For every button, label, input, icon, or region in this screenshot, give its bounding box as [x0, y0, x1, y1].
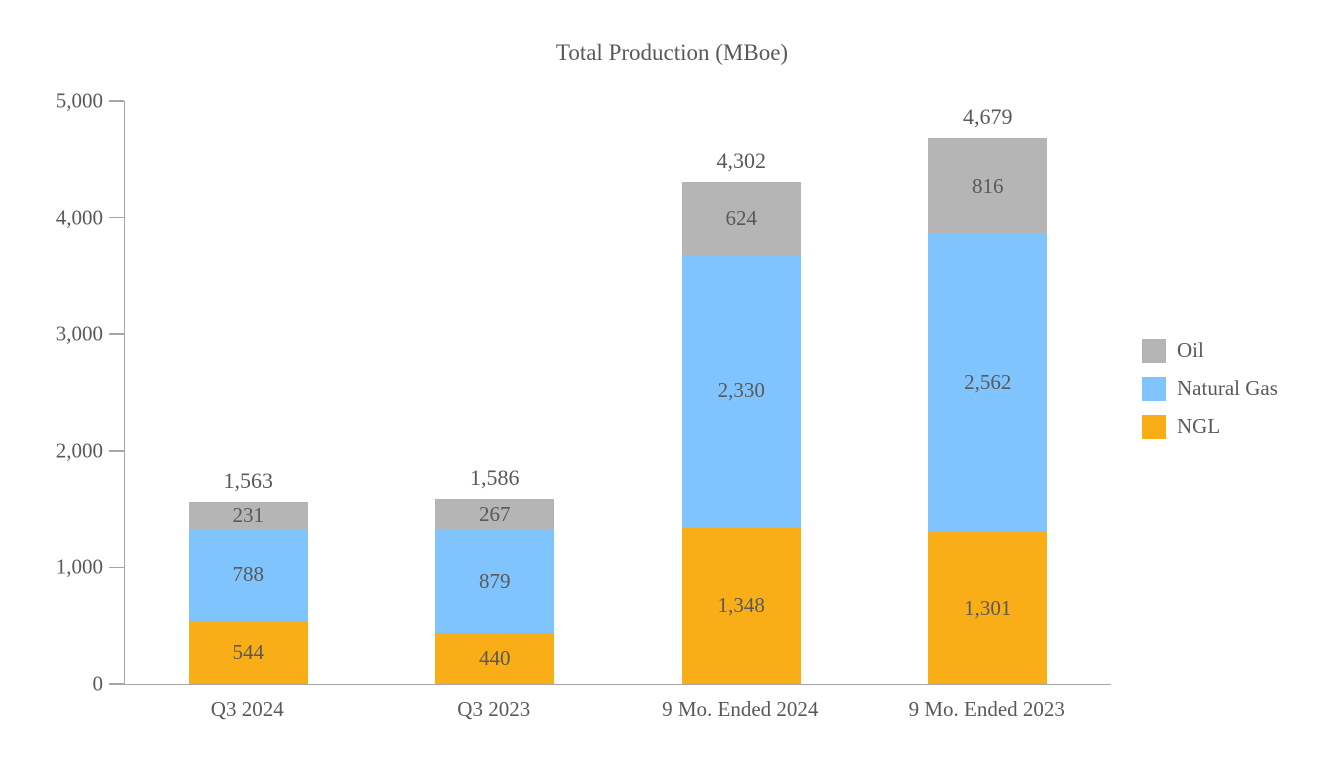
legend-item-oil: Oil [1142, 338, 1278, 363]
legend-label: NGL [1177, 414, 1221, 438]
legend: Oil Natural Gas NGL [1142, 338, 1278, 452]
y-axis-tick-label: 5,000 [55, 88, 103, 113]
bar-segment-ngl: 440 [435, 632, 555, 684]
bar-segment-oil: 231 [188, 501, 308, 529]
x-axis-category-label: 9 Mo. Ended 2023 [908, 697, 1065, 721]
y-axis-tick-label: 3,000 [55, 321, 103, 346]
y-axis-tick [108, 683, 124, 685]
bar-total-label: 1,563 [223, 467, 274, 493]
legend-item-ngl: NGL [1142, 414, 1278, 439]
bar-segment-oil: 267 [435, 499, 555, 531]
y-axis-tick [108, 100, 124, 102]
legend-swatch-ngl [1142, 414, 1166, 439]
x-axis-labels: Q3 2024 Q3 2023 9 Mo. Ended 2024 9 Mo. Ende… [124, 697, 1110, 727]
chart-title: Total Production (MBoe) [555, 40, 789, 65]
legend-label: Oil [1177, 338, 1204, 362]
legend-label: Natural Gas [1177, 376, 1278, 400]
y-axis-labels: 5,000 4,000 3,000 2,000 1,000 0 [0, 89, 103, 696]
bar-segment-ngl: 1,301 [928, 532, 1048, 684]
bar-segment-value: 440 [479, 645, 511, 670]
y-axis-tick [108, 216, 124, 219]
bar-segment-value: 1,301 [964, 595, 1012, 620]
bar-segment-value: 231 [232, 502, 265, 527]
bar-segment-ngl: 1,348 [681, 526, 801, 684]
y-axis-tick-label: 0 [92, 671, 104, 696]
bar-segment-value: 788 [232, 562, 265, 587]
bar-segment-value: 816 [972, 173, 1004, 198]
y-axis-tick [108, 450, 124, 452]
bar-segment-value: 544 [232, 639, 265, 664]
bar-total-label: 4,302 [716, 148, 767, 174]
x-axis-category-label: Q3 2023 [457, 697, 531, 721]
bar-segment-natural-gas: 788 [188, 528, 308, 621]
y-axis-tick [108, 566, 124, 569]
bar-segment-value: 624 [725, 206, 758, 231]
y-axis-tick-label: 2,000 [55, 438, 103, 463]
bar-segment-value: 267 [479, 502, 511, 527]
bar-segment-value: 2,330 [717, 378, 765, 403]
bar-segment-value: 2,562 [964, 370, 1012, 395]
y-axis-tick-label: 4,000 [55, 205, 103, 230]
y-axis-tick [108, 333, 124, 335]
bar-segment-value: 879 [479, 568, 511, 593]
bar-segment-oil: 816 [928, 138, 1048, 234]
legend-item-natural-gas: Natural Gas [1142, 376, 1278, 401]
bar-total-label: 1,586 [470, 465, 520, 491]
x-axis-category-label: 9 Mo. Ended 2024 [662, 697, 819, 721]
bar-segment-natural-gas: 2,562 [928, 233, 1048, 533]
bar-segment-oil: 624 [681, 182, 801, 256]
x-axis-category-label: Q3 2024 [210, 697, 284, 721]
bar-total-label: 4,679 [963, 104, 1013, 130]
plot-area: 544 788 231 1,563 440 879 267 1,586 1,348 2,330 62… [108, 100, 1111, 685]
y-axis-tick-label: 1,000 [55, 554, 103, 579]
legend-swatch-natural-gas [1142, 376, 1166, 401]
bar-segment-ngl: 544 [188, 620, 308, 684]
bar-segment-natural-gas: 2,330 [681, 255, 801, 527]
bar-segment-natural-gas: 879 [435, 530, 555, 633]
legend-swatch-oil [1142, 338, 1166, 363]
bar-segment-value: 1,348 [717, 592, 765, 617]
